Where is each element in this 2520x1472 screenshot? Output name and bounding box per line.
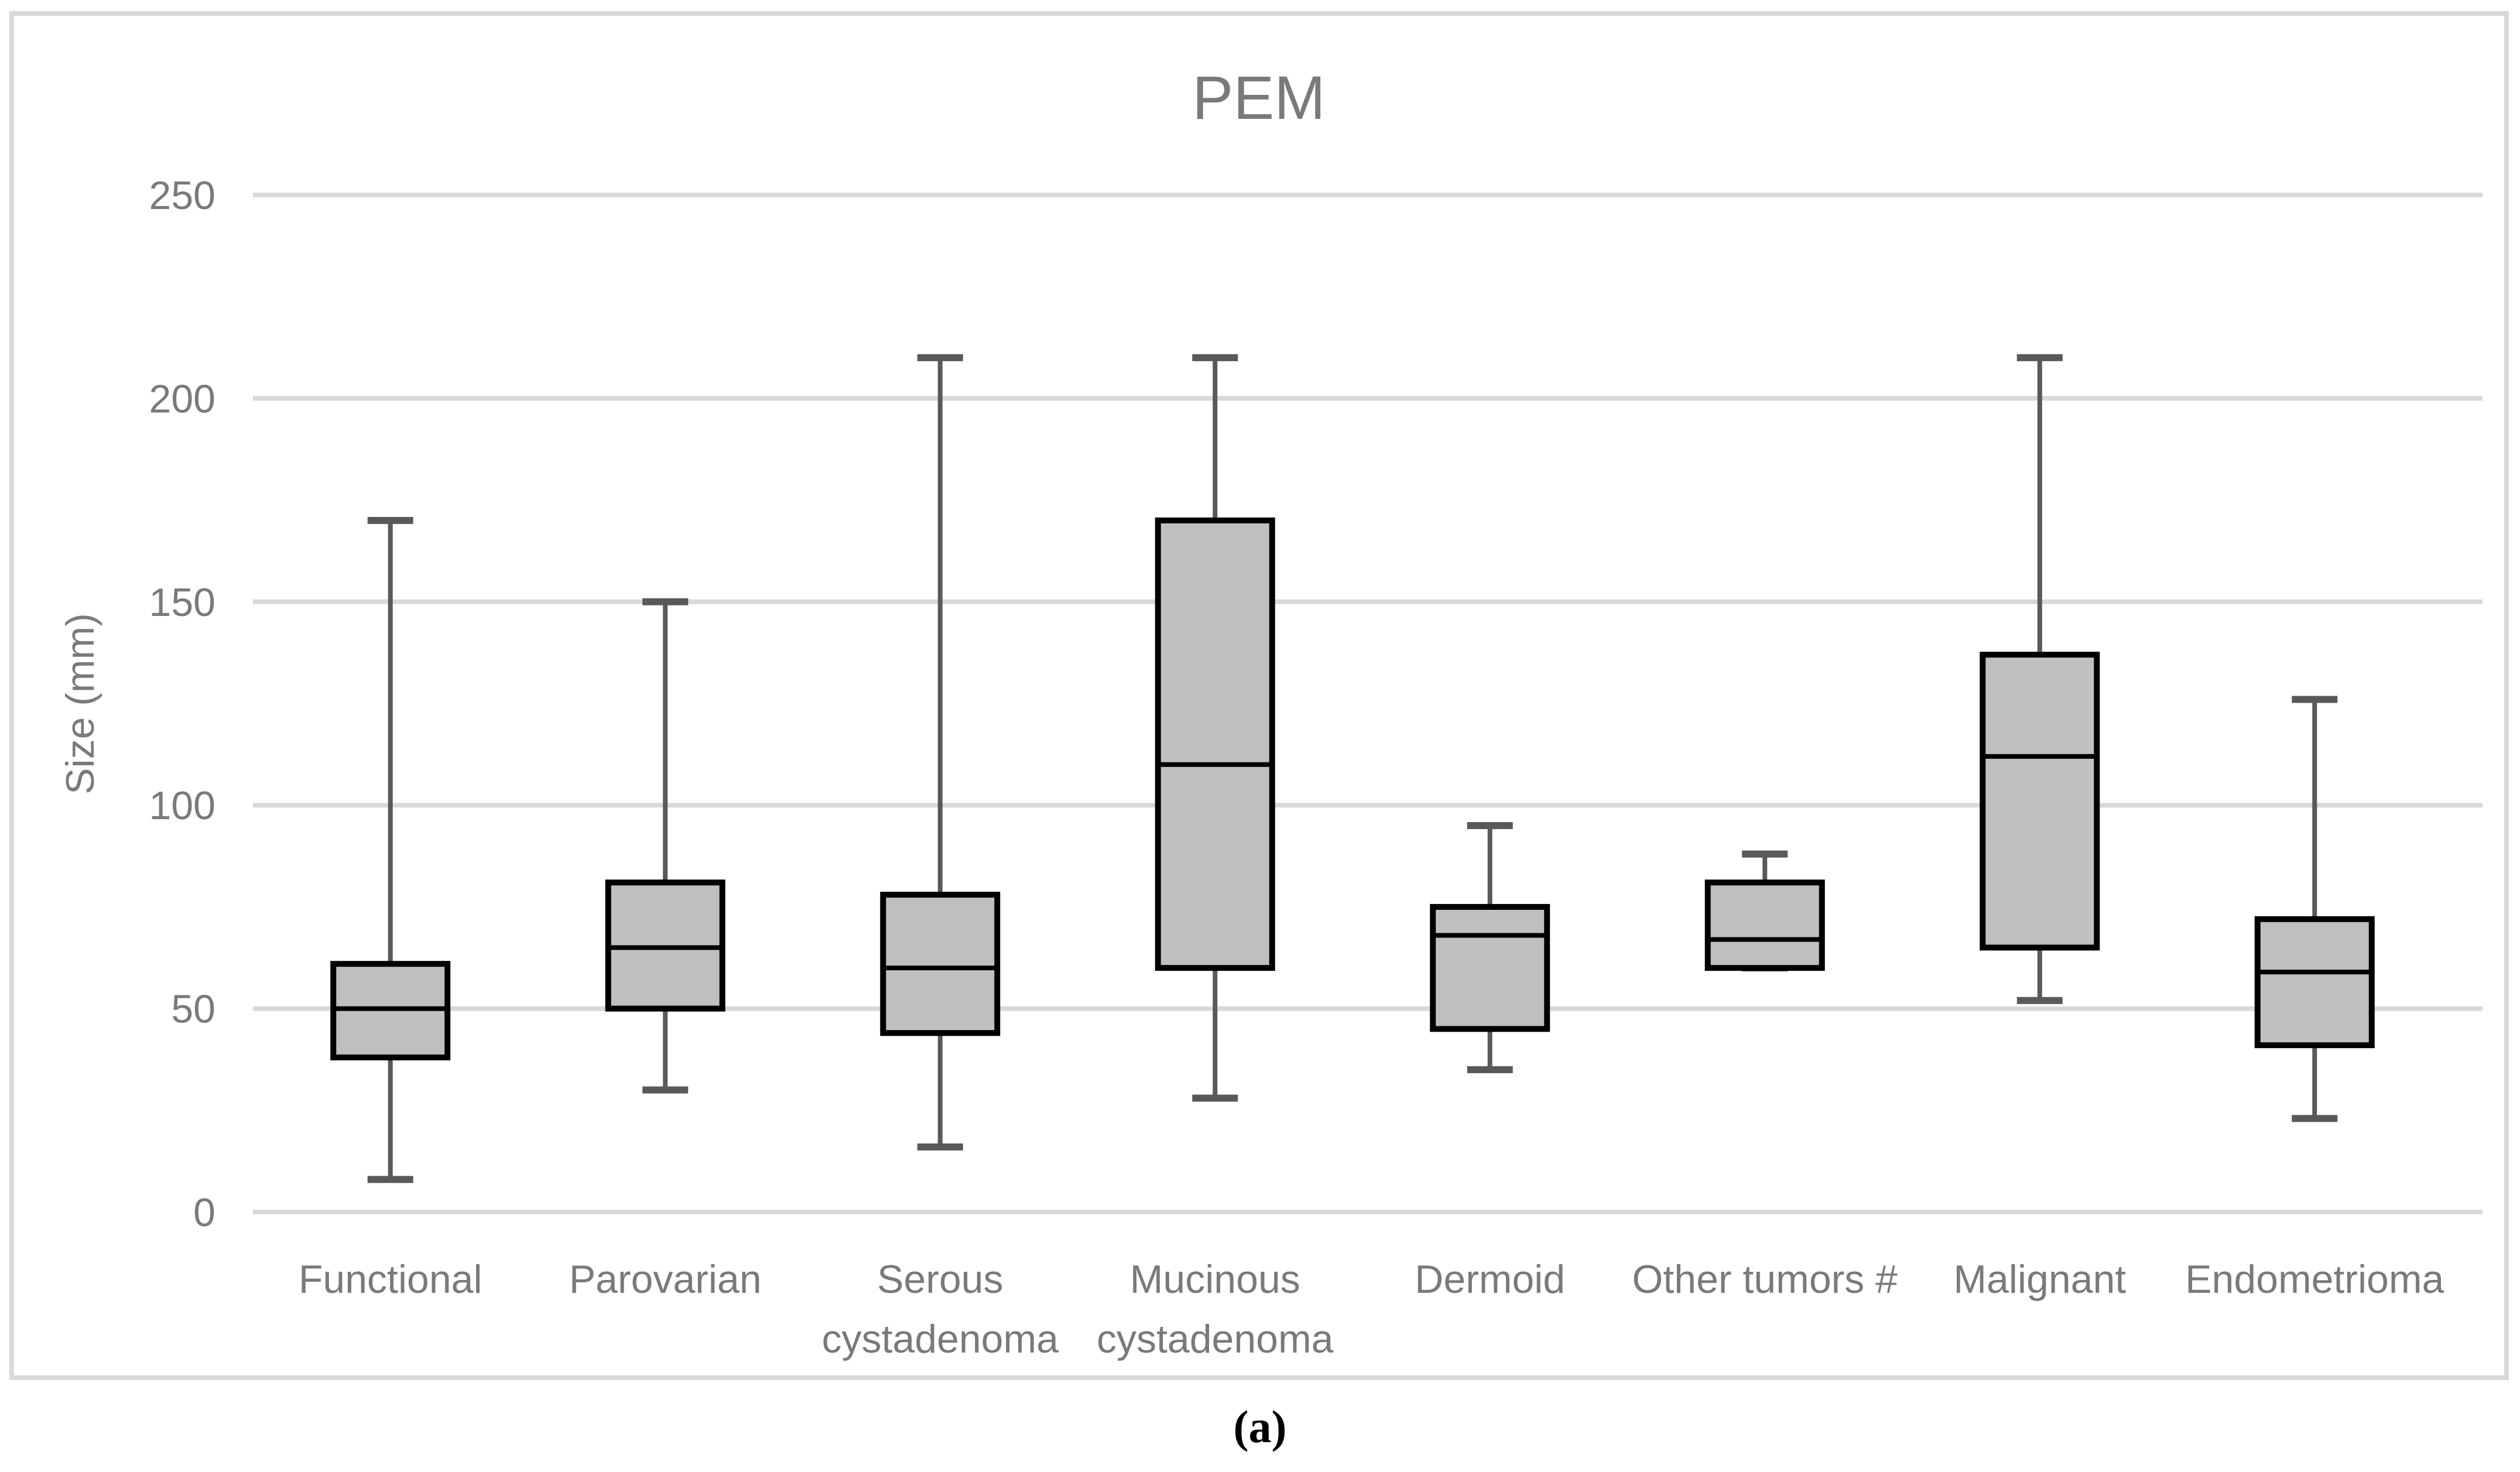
box-plot-malignant: [1980, 354, 2100, 1004]
box-plot-endometrioma: [2254, 696, 2375, 1122]
box-plot-parovarian: [605, 598, 725, 1094]
chart-title: PEM: [1192, 64, 1326, 132]
box-plot-dermoid: [1430, 821, 1550, 1073]
box-plot-functional: [330, 516, 451, 1183]
box-plot-other-tumors-: [1704, 850, 1825, 972]
figure-caption: (a): [1233, 1401, 1287, 1452]
iqr-box: [1980, 652, 2100, 951]
y-tick-label: 250: [149, 173, 215, 218]
category-label: Other tumors #: [1632, 1257, 1898, 1302]
y-axis-tick-labels: 0 50 100 150 200 250: [149, 173, 215, 1235]
category-label: Mucinous cystadenoma: [1097, 1257, 1334, 1361]
box-plot-mucinous-cystadenoma: [1155, 354, 1275, 1102]
gridlines: [253, 193, 2483, 1214]
x-axis-category-labels: Functional Parovarian Serous cystadenoma Muc…: [299, 1257, 2444, 1361]
iqr-box: [880, 892, 1001, 1036]
category-label: Dermoid: [1415, 1257, 1565, 1302]
y-tick-label: 150: [149, 580, 215, 625]
iqr-box: [1155, 517, 1275, 971]
iqr-box: [2254, 916, 2375, 1049]
category-label: Functional: [299, 1257, 482, 1302]
category-label: Malignant: [1953, 1257, 2126, 1302]
y-axis-title: Size (mm): [58, 613, 102, 795]
chart-frame: [9, 11, 2509, 1380]
category-label: Endometrioma: [2185, 1257, 2444, 1302]
iqr-box: [1704, 879, 1825, 971]
y-tick-label: 0: [193, 1190, 215, 1235]
category-label: Parovarian: [569, 1257, 762, 1302]
box-plot-serous-cystadenoma: [880, 354, 1001, 1151]
y-tick-label: 50: [171, 987, 215, 1032]
y-tick-label: 100: [149, 783, 215, 828]
iqr-box: [1430, 903, 1550, 1032]
category-label: Serous cystadenoma: [822, 1257, 1059, 1361]
y-tick-label: 200: [149, 376, 215, 421]
